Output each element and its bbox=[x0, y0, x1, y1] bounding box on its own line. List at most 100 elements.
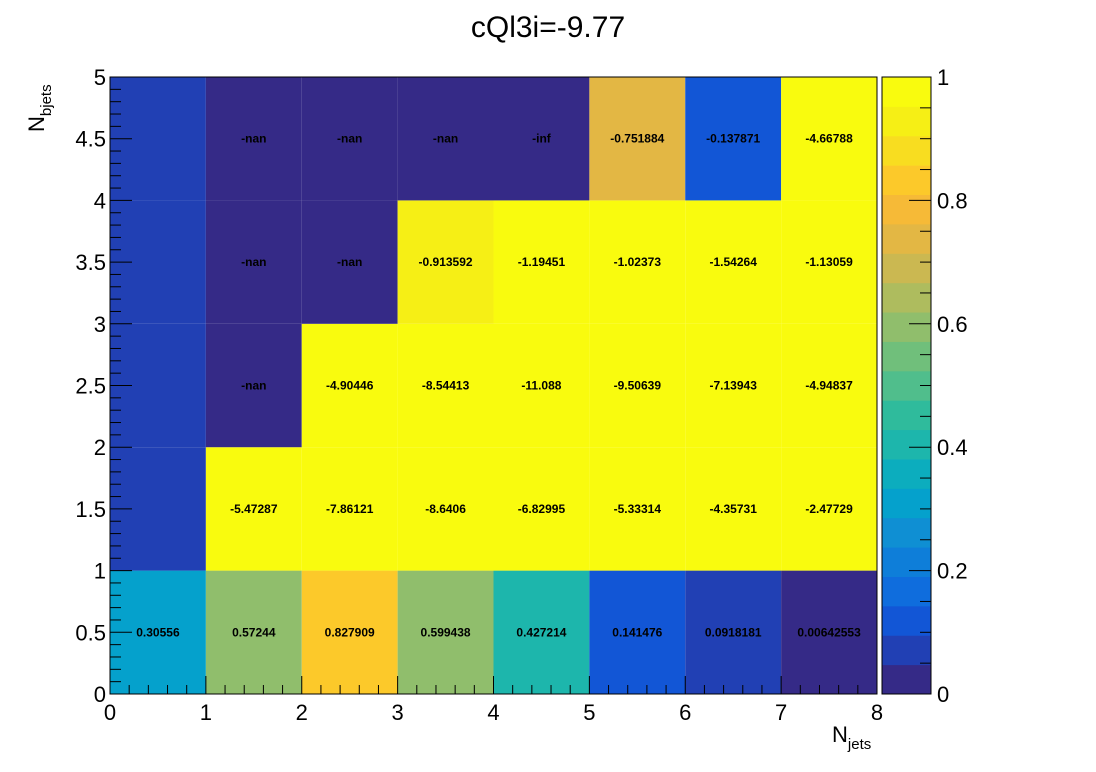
heatmap-cell bbox=[397, 570, 494, 694]
cell-value-label: 0.0918181 bbox=[705, 625, 762, 639]
colorbar-tick-label: 1 bbox=[937, 65, 949, 90]
colorbar-tick-label: 0 bbox=[937, 682, 949, 707]
cell-value-label: -nan bbox=[241, 132, 266, 146]
colorbar-segment bbox=[882, 341, 931, 372]
cell-value-label: 0.141476 bbox=[612, 625, 662, 639]
colorbar-segment bbox=[882, 400, 931, 431]
x-tick-label: 0 bbox=[104, 700, 116, 725]
cell-value-label: -4.94837 bbox=[805, 379, 853, 393]
heatmap-cell-labels: 0.30556 0.57244 0.827909 0.599438 0.427214 0.… bbox=[136, 132, 861, 640]
heatmap-cell bbox=[493, 323, 590, 448]
cell-value-label: -0.137871 bbox=[706, 132, 760, 146]
heatmap-cell bbox=[397, 447, 494, 571]
cell-value-label: -4.66788 bbox=[805, 132, 853, 146]
x-tick-label: 7 bbox=[775, 700, 787, 725]
colorbar-tick-label: 0.8 bbox=[937, 188, 968, 213]
heatmap-cell bbox=[493, 200, 590, 324]
y-axis-label-main: N bbox=[24, 116, 49, 132]
heatmap-cell bbox=[685, 323, 782, 448]
colorbar-segment bbox=[882, 106, 931, 137]
cell-value-label: -2.47729 bbox=[805, 502, 853, 516]
x-axis-label: Njets bbox=[832, 722, 871, 753]
x-tick-label: 1 bbox=[200, 700, 212, 725]
y-tick-label: 5 bbox=[94, 65, 106, 90]
y-axis-label-group: Nbjets bbox=[24, 84, 55, 132]
colorbar-segment bbox=[882, 282, 931, 313]
chart-title: cQl3i=-9.77 bbox=[471, 11, 625, 44]
y-tick-label: 2.5 bbox=[75, 374, 106, 399]
heatmap-cell bbox=[301, 323, 398, 448]
colorbar-tick-label: 0.4 bbox=[937, 435, 968, 460]
x-axis-label-sub: jets bbox=[847, 736, 871, 753]
y-axis-label: Nbjets bbox=[24, 84, 55, 132]
cell-value-label: -5.33314 bbox=[614, 502, 662, 516]
colorbar: 0 0.2 0.4 0.6 0.8 1 bbox=[881, 65, 968, 707]
x-tick-label: 5 bbox=[583, 700, 595, 725]
cell-value-label: -5.47287 bbox=[230, 502, 278, 516]
cell-value-label: -nan bbox=[241, 379, 266, 393]
x-axis: 0 1 2 3 4 5 6 7 8 bbox=[104, 676, 883, 725]
cell-value-label: -7.13943 bbox=[710, 379, 758, 393]
cell-value-label: 0.599438 bbox=[421, 625, 471, 639]
heatmap-cell bbox=[781, 200, 877, 324]
cell-value-label: -8.54413 bbox=[422, 379, 470, 393]
heatmap-cell bbox=[685, 77, 782, 201]
cell-value-label: -7.86121 bbox=[326, 502, 374, 516]
cell-value-label: -nan bbox=[337, 132, 362, 146]
colorbar-segment bbox=[882, 664, 931, 695]
heatmap-cell bbox=[781, 77, 877, 201]
y-axis-label-sub: bjets bbox=[38, 84, 55, 116]
cell-value-label: 0.57244 bbox=[232, 625, 276, 639]
heatmap-cell bbox=[397, 77, 494, 201]
cell-value-label: 0.427214 bbox=[516, 625, 566, 639]
x-axis-label-main: N bbox=[832, 722, 848, 747]
colorbar-segment bbox=[882, 488, 931, 519]
colorbar-tick-label: 0.6 bbox=[937, 312, 968, 337]
heatmap-cell bbox=[589, 200, 686, 324]
colorbar-segment bbox=[882, 194, 931, 225]
heatmap-cell bbox=[589, 323, 686, 448]
heatmap-cell bbox=[205, 323, 302, 448]
heatmap-cell bbox=[685, 570, 782, 694]
x-tick-label: 3 bbox=[392, 700, 404, 725]
y-tick-label: 3 bbox=[94, 312, 106, 337]
cell-value-label: 0.30556 bbox=[136, 625, 180, 639]
cell-value-label: 0.00642553 bbox=[797, 625, 861, 639]
heatmap-cell bbox=[205, 570, 302, 694]
cell-value-label: -1.13059 bbox=[805, 255, 853, 269]
heatmap-cell bbox=[685, 447, 782, 571]
heatmap-cell bbox=[205, 200, 302, 324]
heatmap-cell bbox=[301, 447, 398, 571]
y-axis: 0 0.5 1 1.5 2 2.5 3 3.5 4 4.5 5 bbox=[75, 65, 132, 707]
heatmap-cell bbox=[781, 570, 877, 694]
colorbar-segment bbox=[882, 547, 931, 577]
heatmap-cell bbox=[205, 77, 302, 201]
colorbar-segment bbox=[882, 253, 931, 284]
cell-value-label: -nan bbox=[337, 255, 362, 269]
colorbar-segment bbox=[882, 77, 931, 107]
colorbar-segment bbox=[882, 135, 931, 166]
colorbar-segment bbox=[882, 517, 931, 548]
cell-value-label: -nan bbox=[241, 255, 266, 269]
cell-value-label: -8.6406 bbox=[425, 502, 466, 516]
heatmap-cell bbox=[301, 77, 398, 201]
colorbar-segment bbox=[882, 605, 931, 636]
y-tick-label: 2 bbox=[94, 435, 106, 460]
heatmap-cell bbox=[205, 447, 302, 571]
y-tick-label: 3.5 bbox=[75, 250, 106, 275]
heatmap-cell bbox=[493, 77, 590, 201]
heatmap-cell bbox=[301, 570, 398, 694]
heatmap-cell bbox=[685, 200, 782, 324]
cell-value-label: -4.90446 bbox=[326, 379, 374, 393]
y-tick-label: 4 bbox=[94, 188, 106, 213]
colorbar-segment bbox=[882, 223, 931, 254]
cell-value-label: 0.827909 bbox=[325, 625, 375, 639]
heatmap-cell bbox=[589, 570, 686, 694]
cell-value-label: -6.82995 bbox=[518, 502, 566, 516]
colorbar-segment bbox=[882, 429, 931, 460]
heatmap-cell bbox=[397, 200, 494, 324]
cell-value-label: -1.19451 bbox=[518, 255, 566, 269]
cell-value-label: -0.913592 bbox=[419, 255, 473, 269]
heatmap-cell bbox=[781, 323, 877, 448]
